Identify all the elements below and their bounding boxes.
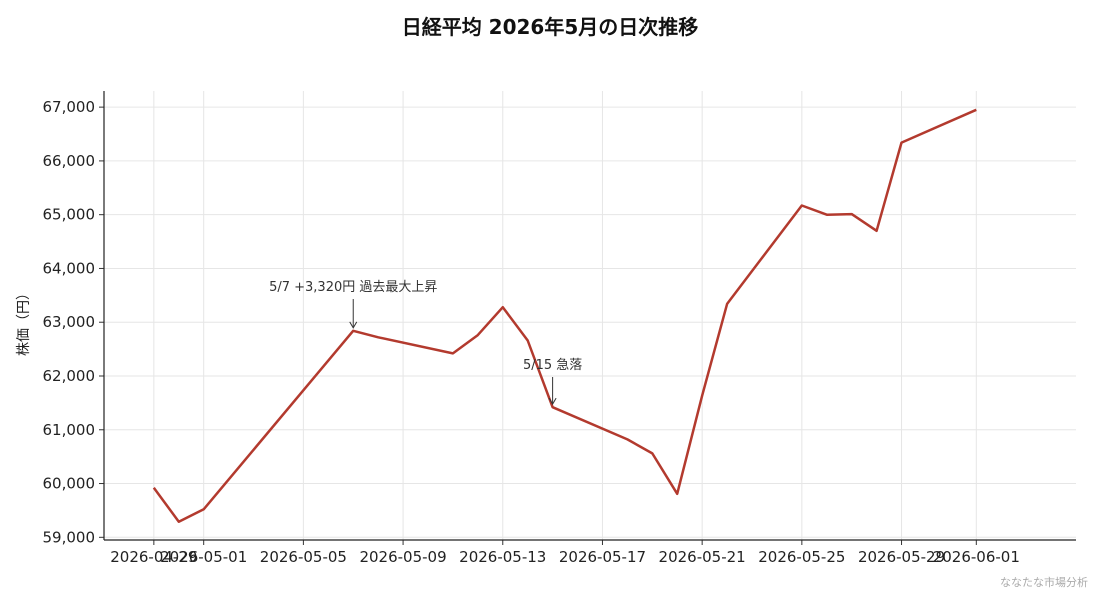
y-tick-label: 65,000 (43, 206, 96, 224)
y-tick-label: 64,000 (43, 259, 96, 277)
x-tick-label: 2026-05-21 (659, 548, 746, 566)
x-tick-label: 2026-05-09 (359, 548, 446, 566)
series-layer (152, 108, 977, 523)
annotation-label: 5/7 +3,320円 過去最大上昇 (269, 280, 437, 295)
grid (104, 91, 1076, 540)
x-tick-label: 2026-05-05 (260, 548, 347, 566)
y-axis-label: 株価（円） (16, 286, 32, 356)
annotation-arrowhead (548, 397, 557, 406)
x-tick-label: 2026-05-17 (559, 548, 646, 566)
annotation-arrowhead (349, 321, 358, 329)
x-tick-label: 2026-05-25 (758, 548, 845, 566)
credit-text: ななたな市場分析 (1000, 575, 1088, 589)
x-tick-label: 2026-05-13 (459, 548, 546, 566)
y-tick-label: 67,000 (43, 98, 96, 116)
y-tick-label: 66,000 (43, 152, 96, 170)
annotations: 5/7 +3,320円 過去最大上昇 5/15 急落 (269, 280, 582, 406)
x-tick-label: 2026-05-01 (160, 548, 247, 566)
annotation-label: 5/15 急落 (523, 358, 582, 373)
series-line (152, 108, 977, 523)
x-tick-label: 2026-04-29 (110, 548, 197, 566)
chart-title: 日経平均 2026年5月の日次推移 (402, 15, 699, 39)
y-tick-label: 61,000 (43, 421, 96, 439)
y-tick-label: 59,000 (43, 528, 96, 546)
x-tick-label: 2026-06-01 (933, 548, 1020, 566)
y-tick-label: 63,000 (43, 313, 96, 331)
x-tick-label: 2026-05-29 (858, 548, 945, 566)
y-tick-label: 62,000 (43, 367, 96, 385)
y-tick-label: 60,000 (43, 475, 96, 493)
